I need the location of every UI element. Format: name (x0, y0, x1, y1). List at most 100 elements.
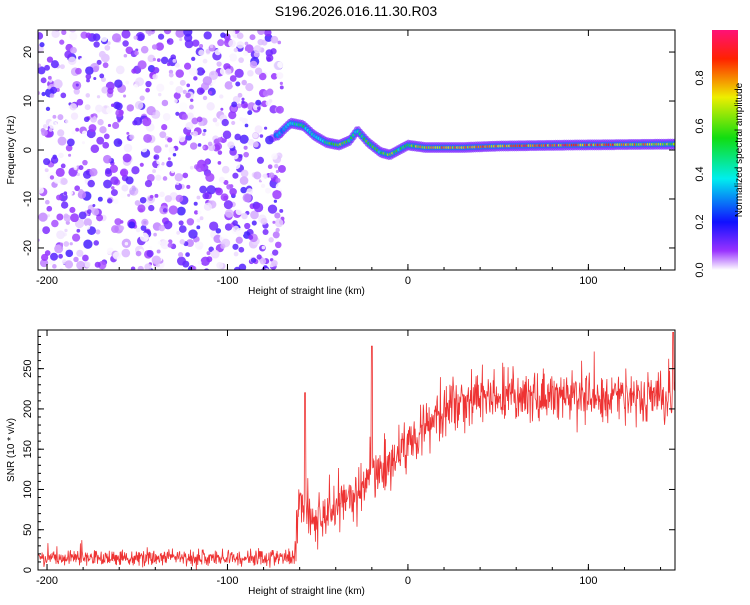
noise-blob (113, 138, 123, 147)
x-tick-label: 100 (579, 275, 597, 287)
noise-blob (227, 270, 230, 273)
noise-blob (255, 99, 262, 106)
noise-blob (106, 107, 113, 114)
noise-blob (241, 100, 245, 104)
noise-blob (38, 212, 48, 222)
noise-blob (217, 39, 225, 47)
noise-blob (90, 115, 97, 123)
noise-blob (56, 194, 62, 201)
noise-blob (56, 230, 65, 240)
noise-blob (129, 186, 139, 196)
noise-blob (65, 249, 74, 258)
noise-blob (199, 44, 204, 49)
noise-blob (243, 151, 249, 158)
noise-blob (146, 173, 155, 182)
noise-blob (63, 241, 70, 247)
noise-blob (96, 95, 101, 99)
noise-blob (89, 168, 98, 177)
noise-blob (168, 205, 178, 215)
noise-blob (51, 30, 60, 38)
noise-blob (243, 50, 249, 56)
noise-blob (85, 73, 92, 80)
noise-blob (183, 30, 193, 37)
noise-blob (232, 172, 239, 179)
noise-blob (200, 256, 210, 266)
noise-blob (69, 206, 76, 214)
noise-blob (121, 184, 129, 192)
noise-blob (100, 53, 110, 63)
noise-blob (217, 161, 222, 165)
noise-blob (137, 265, 144, 270)
noise-blob (241, 79, 247, 86)
noise-blob (270, 35, 279, 44)
noise-blob (69, 30, 77, 33)
noise-blob (231, 101, 238, 108)
noise-blob (196, 67, 205, 76)
noise-blob (227, 141, 235, 149)
noise-blob (272, 220, 276, 224)
noise-blob (151, 44, 158, 50)
noise-blob (203, 202, 212, 211)
noise-blob (95, 104, 103, 113)
noise-blob (111, 225, 119, 233)
noise-blob (101, 86, 109, 94)
y-tick-label: -10 (22, 191, 34, 207)
noise-blob (185, 252, 190, 257)
noise-blob (272, 189, 282, 200)
noise-blob (91, 208, 100, 216)
snr-plot: -200 -100 0 100 0 50 100 150 200 250 Height of str… (6, 329, 676, 597)
noise-blob (45, 199, 50, 205)
noise-blob (157, 92, 162, 97)
noise-blob (250, 210, 259, 220)
x-tick-label: 100 (579, 575, 597, 587)
noise-blob (57, 129, 65, 137)
noise-blob (41, 129, 48, 137)
noise-blob (148, 204, 155, 212)
noise-blob (127, 193, 131, 197)
noise-blob (257, 39, 264, 46)
noise-blob (230, 30, 236, 36)
noise-blob (276, 105, 284, 114)
colorbar-tick-label: 0.0 (694, 262, 706, 277)
noise-blob (99, 73, 105, 79)
y-axis-label: Frequency (Hz) (6, 116, 17, 185)
noise-blob (244, 123, 249, 128)
noise-blob (54, 244, 64, 254)
noise-blob (267, 204, 278, 214)
noise-blob (159, 191, 165, 198)
noise-blob (75, 67, 82, 75)
noise-blob (192, 130, 198, 137)
ridge-core (672, 142, 675, 146)
noise-blob (83, 268, 88, 270)
noise-blob (244, 44, 254, 54)
noise-blob (226, 184, 232, 190)
noise-blob (50, 252, 59, 261)
noise-blob (135, 77, 145, 87)
noise-blob (76, 172, 80, 177)
noise-blob (189, 142, 198, 150)
noise-blob (64, 260, 74, 269)
noise-blob (125, 80, 130, 85)
noise-blob (139, 196, 147, 204)
noise-blob (217, 150, 223, 155)
noise-blob (235, 208, 243, 216)
noise-blob (44, 168, 49, 173)
noise-blob (97, 119, 104, 126)
noise-blob (241, 212, 248, 220)
noise-blob (99, 126, 107, 134)
colorbar-gradient (712, 30, 738, 270)
noise-blob (38, 187, 45, 194)
noise-blob (152, 169, 157, 174)
colorbar: 0.0 0.2 0.4 0.6 0.8 Normalized spectral ampli… (694, 30, 745, 278)
noise-blob (243, 145, 248, 150)
noise-blob (152, 66, 160, 74)
noise-blob (206, 102, 215, 111)
noise-blob (64, 50, 72, 59)
noise-blob (38, 66, 46, 75)
noise-blob (68, 153, 72, 157)
noise-blob (189, 165, 194, 170)
noise-blob (228, 53, 238, 62)
noise-blob (229, 75, 237, 82)
noise-blob (205, 172, 215, 183)
noise-blob (166, 38, 174, 45)
